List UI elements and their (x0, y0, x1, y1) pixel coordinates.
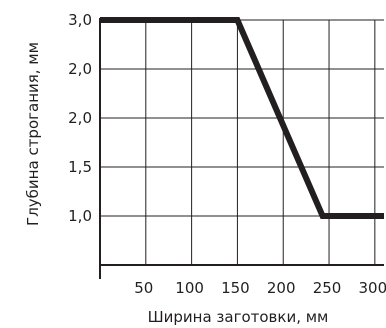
y-tick-label: 2,0 (68, 109, 92, 127)
series (100, 17, 384, 219)
y-tick-label: 3,0 (68, 11, 92, 29)
x-tick-label: 250 (313, 279, 342, 297)
x-tick-label: 50 (134, 279, 153, 297)
grid (100, 19, 384, 265)
axes (99, 18, 384, 279)
series-line (100, 17, 384, 219)
y-tick-label: 1,5 (68, 158, 92, 176)
x-tick-label: 300 (359, 279, 386, 297)
x-tick-label: 150 (221, 279, 250, 297)
y-axis-label: Глубина строгания, мм (24, 42, 42, 226)
x-tick-label: 100 (175, 279, 204, 297)
x-tick-label: 200 (267, 279, 296, 297)
y-tick-labels: 1,0 1,5 2,0 2,0 3,0 (68, 11, 92, 225)
y-tick-label: 2,0 (68, 60, 92, 78)
x-axis-label: Ширина заготовки, мм (148, 308, 329, 326)
x-tick-labels: 50 100 150 200 250 300 (134, 279, 386, 297)
y-tick-label: 1,0 (68, 207, 92, 225)
